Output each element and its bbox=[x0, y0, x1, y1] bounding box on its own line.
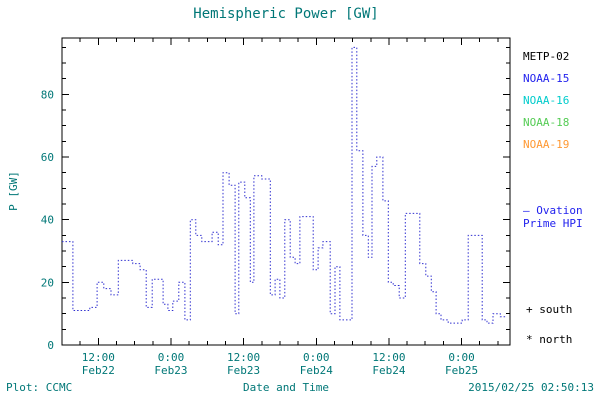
legend-item-noaa18: NOAA-18 bbox=[523, 116, 570, 129]
ovation-prime-note: – Ovation Prime HPI bbox=[523, 204, 583, 230]
svg-text:0:00: 0:00 bbox=[158, 351, 185, 364]
plot-timestamp: 2015/02/25 02:50:13 bbox=[468, 381, 594, 394]
svg-text:12:00: 12:00 bbox=[372, 351, 405, 364]
plot-source: Plot: CCMC bbox=[6, 381, 73, 394]
x-axis-label: Date and Time bbox=[242, 381, 330, 394]
svg-text:20: 20 bbox=[41, 276, 54, 289]
svg-text:40: 40 bbox=[41, 214, 54, 227]
ovation-note-line1: – Ovation bbox=[523, 204, 583, 217]
legend-item-noaa19: NOAA-19 bbox=[523, 138, 570, 151]
chart-title: Hemispheric Power [GW] bbox=[193, 6, 379, 22]
legend-item-noaa16: NOAA-16 bbox=[523, 94, 570, 107]
svg-text:Feb24: Feb24 bbox=[372, 364, 405, 377]
svg-text:12:00: 12:00 bbox=[82, 351, 115, 364]
svg-text:Feb24: Feb24 bbox=[300, 364, 333, 377]
svg-text:12:00: 12:00 bbox=[227, 351, 260, 364]
svg-text:Feb25: Feb25 bbox=[445, 364, 478, 377]
svg-text:Feb22: Feb22 bbox=[82, 364, 115, 377]
svg-text:Feb23: Feb23 bbox=[227, 364, 260, 377]
legend-item-metp02: METP-02 bbox=[523, 50, 570, 63]
south-marker-label: + south bbox=[526, 303, 573, 316]
svg-text:0:00: 0:00 bbox=[448, 351, 475, 364]
svg-text:0: 0 bbox=[47, 339, 54, 352]
satellite-legend: METP-02 NOAA-15 NOAA-16 NOAA-18 NOAA-19 bbox=[523, 46, 569, 156]
svg-text:60: 60 bbox=[41, 151, 54, 164]
ovation-note-line2: Prime HPI bbox=[523, 217, 583, 230]
svg-text:0:00: 0:00 bbox=[303, 351, 330, 364]
svg-text:Feb23: Feb23 bbox=[154, 364, 187, 377]
svg-text:80: 80 bbox=[41, 88, 54, 101]
north-marker-label: * north bbox=[526, 333, 573, 346]
legend-item-noaa15: NOAA-15 bbox=[523, 72, 570, 85]
